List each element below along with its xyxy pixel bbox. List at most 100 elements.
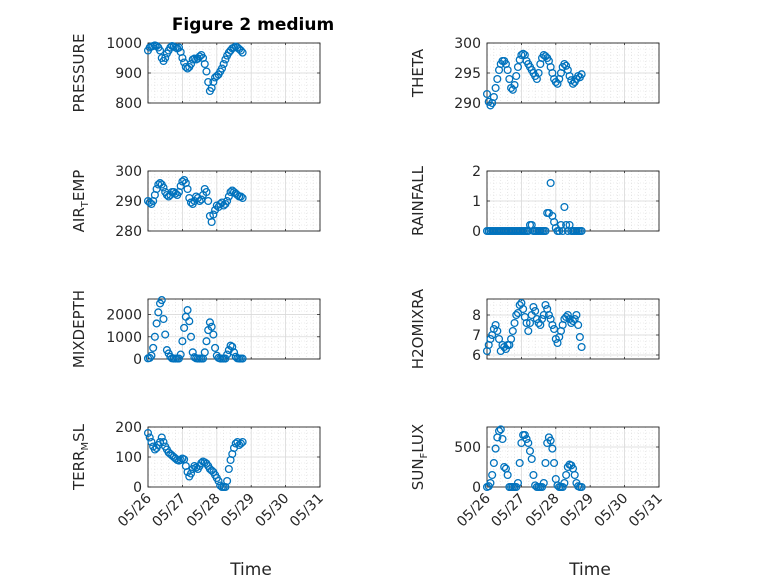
y-axis-label: H2OMIXRA bbox=[409, 288, 427, 369]
data-point bbox=[147, 437, 156, 447]
y-tick-label: 2000 bbox=[106, 308, 142, 324]
data-point bbox=[541, 300, 550, 310]
data-point bbox=[211, 343, 220, 352]
data-point bbox=[159, 437, 168, 447]
data-series bbox=[143, 296, 247, 363]
data-point bbox=[202, 67, 211, 76]
data-point bbox=[159, 183, 168, 192]
figure-title: Figure 2 medium bbox=[172, 15, 334, 35]
data-point bbox=[214, 476, 223, 486]
y-axis-label: MIXDEPTH bbox=[70, 290, 88, 368]
data-point bbox=[513, 308, 523, 318]
data-point bbox=[204, 77, 213, 87]
data-point bbox=[512, 482, 521, 492]
data-point bbox=[202, 337, 211, 346]
y-tick-label: 295 bbox=[454, 66, 481, 82]
y-axis-label-subscript: M bbox=[80, 442, 91, 451]
data-series bbox=[482, 49, 586, 110]
data-point bbox=[558, 226, 567, 236]
data-point bbox=[529, 302, 538, 312]
y-tick-label: 290 bbox=[454, 96, 481, 112]
data-series bbox=[482, 298, 586, 356]
data-point bbox=[539, 310, 548, 320]
data-point bbox=[209, 77, 218, 87]
x-axis-label: Time bbox=[229, 560, 272, 580]
data-point bbox=[562, 61, 571, 70]
data-point bbox=[224, 192, 233, 201]
y-axis-label: TERRMSL bbox=[70, 423, 91, 491]
data-point bbox=[161, 330, 170, 339]
data-point bbox=[493, 326, 502, 336]
data-point bbox=[486, 334, 495, 344]
subplot-pressure: 800 900 1000 PRESSURE bbox=[70, 34, 321, 112]
data-point bbox=[145, 353, 154, 362]
data-point bbox=[488, 470, 497, 480]
data-point bbox=[155, 437, 165, 447]
subplot-theta: 290 295 300 THETA bbox=[409, 36, 660, 112]
data-point bbox=[180, 323, 189, 332]
subplot-mixdepth: 0 1000 2000 MIXDEPTH bbox=[70, 290, 321, 368]
data-point bbox=[503, 65, 512, 75]
subplot-rainfall: 0 1 2 RAINFALL bbox=[409, 164, 660, 240]
data-series bbox=[143, 428, 247, 492]
data-point bbox=[159, 314, 168, 324]
data-point bbox=[226, 341, 235, 350]
data-point bbox=[565, 71, 574, 81]
data-point bbox=[553, 79, 562, 88]
data-point bbox=[572, 310, 581, 320]
data-point bbox=[494, 334, 504, 344]
data-point bbox=[508, 85, 517, 94]
data-point bbox=[228, 342, 237, 351]
data-point bbox=[513, 62, 523, 72]
data-point bbox=[498, 434, 507, 444]
y-tick-label: 1000 bbox=[106, 330, 142, 346]
data-point bbox=[200, 348, 209, 357]
data-point bbox=[517, 50, 526, 60]
data-point bbox=[149, 343, 158, 352]
data-point bbox=[562, 470, 571, 480]
data-point bbox=[503, 470, 512, 480]
data-point bbox=[489, 458, 498, 468]
data-point bbox=[183, 306, 192, 315]
data-series bbox=[482, 425, 586, 492]
y-axis-label-rest: LUX bbox=[409, 424, 427, 453]
axes-box bbox=[486, 298, 660, 360]
data-point bbox=[519, 49, 528, 58]
data-point bbox=[541, 226, 550, 236]
subplot-sun-flux: 0500SUNFLUX05/2605/2705/2805/2905/3005/3… bbox=[409, 424, 666, 580]
data-point bbox=[560, 478, 569, 488]
axes-background bbox=[487, 427, 659, 487]
data-point bbox=[176, 350, 185, 359]
data-point bbox=[489, 92, 498, 102]
data-point bbox=[200, 59, 209, 69]
y-axis-label-main: TERR bbox=[70, 451, 88, 492]
data-point bbox=[522, 434, 531, 444]
axes-box bbox=[486, 426, 660, 488]
data-point bbox=[548, 320, 557, 330]
data-point bbox=[491, 83, 500, 93]
y-axis-label-main: SUN bbox=[409, 458, 427, 490]
data-point bbox=[183, 184, 192, 194]
data-point bbox=[496, 425, 505, 434]
data-point bbox=[568, 316, 578, 326]
y-tick-label: 500 bbox=[454, 440, 481, 456]
y-tick-label: 800 bbox=[115, 96, 142, 112]
data-point bbox=[560, 59, 569, 69]
y-tick-label: 1000 bbox=[106, 36, 142, 52]
data-point bbox=[143, 428, 153, 438]
y-tick-label: 8 bbox=[472, 308, 481, 324]
axes-box bbox=[486, 42, 660, 104]
data-point bbox=[510, 318, 519, 328]
data-point bbox=[204, 196, 213, 206]
data-point bbox=[519, 304, 528, 314]
data-point bbox=[525, 446, 535, 456]
data-point bbox=[174, 354, 184, 363]
data-point bbox=[525, 318, 535, 328]
data-point bbox=[221, 354, 230, 363]
minor-grid bbox=[487, 299, 659, 359]
data-point bbox=[238, 437, 247, 447]
data-point bbox=[207, 322, 216, 331]
data-point bbox=[500, 462, 509, 472]
data-point bbox=[147, 351, 156, 360]
data-point bbox=[482, 89, 492, 99]
